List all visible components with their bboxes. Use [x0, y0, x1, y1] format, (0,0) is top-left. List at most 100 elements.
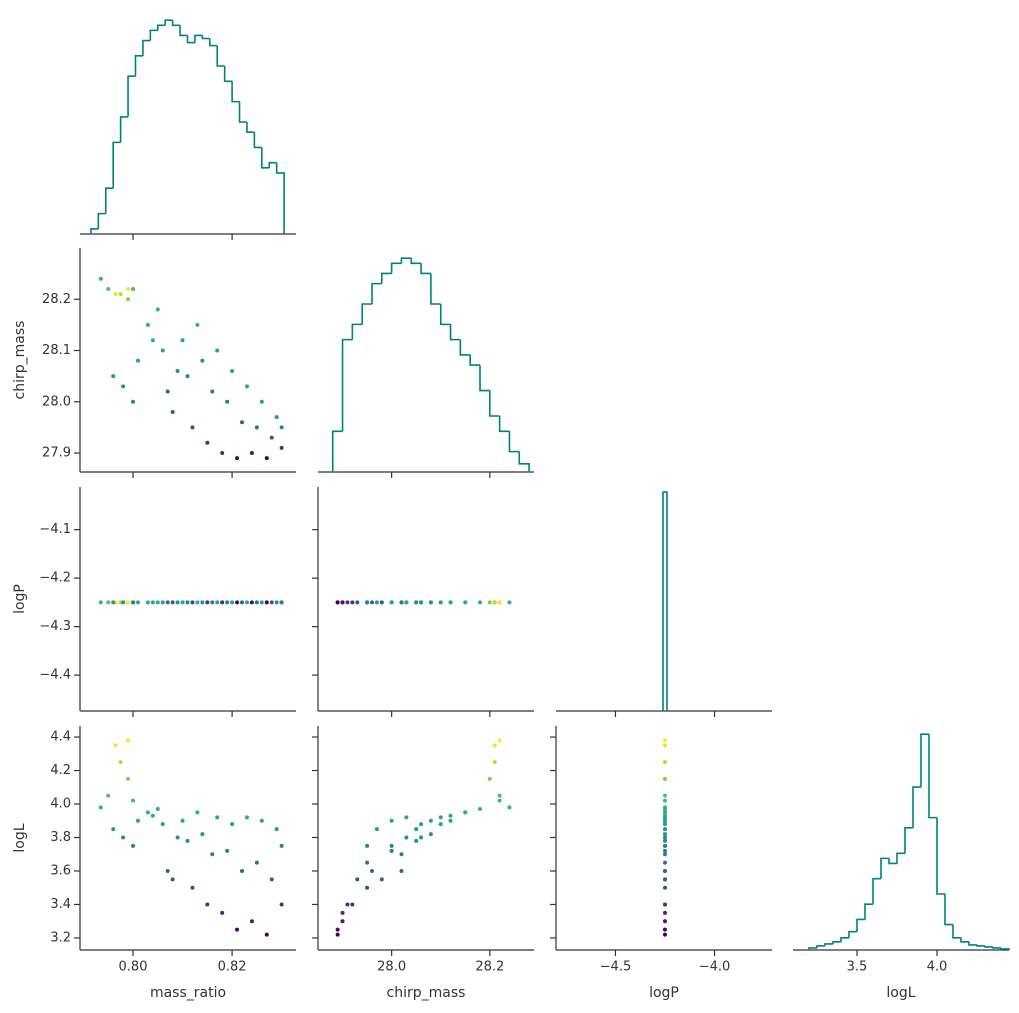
scatter-point [448, 813, 453, 818]
scatter-point [131, 843, 136, 848]
scatter-point [389, 818, 394, 823]
scatter-point [662, 807, 667, 812]
scatter-point [335, 600, 340, 605]
histogram-step [968, 941, 977, 946]
scatter-point [150, 600, 155, 605]
histogram-step [208, 38, 218, 47]
scatter-point [365, 885, 370, 890]
histogram-step [498, 416, 510, 433]
x-axis-label: logP [649, 985, 679, 1001]
scatter-point [370, 600, 374, 605]
scatter-point [414, 838, 419, 843]
histogram-step [186, 35, 195, 44]
histogram-step [888, 858, 897, 865]
scatter-point [662, 827, 667, 832]
histogram-step [984, 945, 993, 948]
scatter-point [200, 600, 205, 605]
scatter-point [497, 798, 502, 803]
scatter-point [240, 868, 244, 873]
scatter-point [478, 600, 482, 605]
scatter-point [274, 415, 279, 420]
y-tick-label: 3.2 [50, 930, 71, 945]
histogram-step [944, 894, 953, 926]
histogram-step [872, 877, 881, 905]
scatter-point [428, 832, 433, 837]
scatter-point [463, 810, 468, 815]
scatter-point [428, 818, 433, 823]
scatter-point [497, 600, 502, 605]
scatter-point [279, 600, 284, 605]
scatter-point [220, 451, 225, 456]
scatter-point [165, 868, 170, 873]
scatter-point [374, 827, 379, 832]
histogram-step [864, 903, 873, 920]
x-axis-label: logL [886, 985, 915, 1001]
x-tick-label: 28.2 [475, 960, 504, 975]
histogram-step [246, 122, 255, 133]
scatter-point [155, 600, 160, 605]
histogram-step [156, 24, 166, 31]
scatter-point [662, 860, 667, 865]
scatter-point [399, 600, 404, 605]
scatter-point [340, 910, 345, 915]
scatter-point [419, 835, 424, 840]
histogram-step [216, 45, 225, 67]
x-tick-label: 28.0 [377, 960, 406, 975]
scatter-point [340, 600, 345, 605]
scatter-point [113, 743, 118, 748]
scatter-point [175, 835, 180, 840]
histogram-step [331, 430, 343, 472]
scatter-point [180, 600, 185, 605]
y-tick-label: 4.4 [50, 730, 71, 745]
scatter-point [225, 848, 230, 853]
scatter-point [121, 384, 126, 389]
histogram-step [149, 29, 158, 41]
scatter-point [118, 760, 123, 765]
x-axis-label: mass_ratio [150, 985, 226, 1001]
scatter-point [264, 932, 269, 937]
histogram-step [231, 81, 240, 103]
scatter-point [113, 292, 118, 297]
histogram-step [976, 944, 985, 947]
scatter-point [404, 835, 409, 840]
histogram-step [920, 733, 929, 788]
scatter-point [448, 600, 453, 605]
scatter-point [254, 600, 259, 605]
y-axis-label: chirp_mass [12, 321, 28, 400]
scatter-point [210, 852, 215, 857]
scatter-point [220, 600, 225, 605]
scatter-point [419, 822, 424, 827]
x-tick-label: 4.0 [927, 960, 948, 975]
histogram-step [179, 25, 188, 37]
scatter-point [111, 374, 116, 379]
scatter-point [190, 425, 195, 430]
scatter-point [365, 600, 370, 605]
scatter-point [662, 919, 667, 924]
scatter-point [230, 822, 235, 827]
scatter-point [662, 793, 667, 798]
scatter-point [414, 600, 419, 605]
histogram-step [171, 20, 181, 27]
scatter-point [662, 902, 667, 907]
histogram-step [238, 101, 247, 123]
scatter-point [145, 322, 150, 327]
scatter-point [662, 743, 667, 748]
scatter-point [662, 835, 667, 840]
y-tick-label: 4.0 [50, 797, 71, 812]
histogram-step [508, 431, 520, 453]
scatter-point [235, 456, 240, 461]
scatter-point [274, 827, 279, 832]
scatter-point [235, 927, 240, 932]
scatter-point [335, 927, 340, 932]
scatter-point [106, 600, 111, 605]
y-tick-label: −4.4 [39, 668, 71, 683]
scatter-point [230, 369, 235, 374]
scatter-point [205, 902, 210, 907]
scatter-point [180, 338, 185, 343]
x-tick-label: −4.5 [600, 960, 632, 975]
scatter-point [345, 902, 350, 907]
scatter-point [492, 760, 497, 765]
scatter-point [118, 292, 123, 297]
x-tick-label: 0.82 [218, 960, 247, 975]
scatter-point [507, 805, 512, 810]
